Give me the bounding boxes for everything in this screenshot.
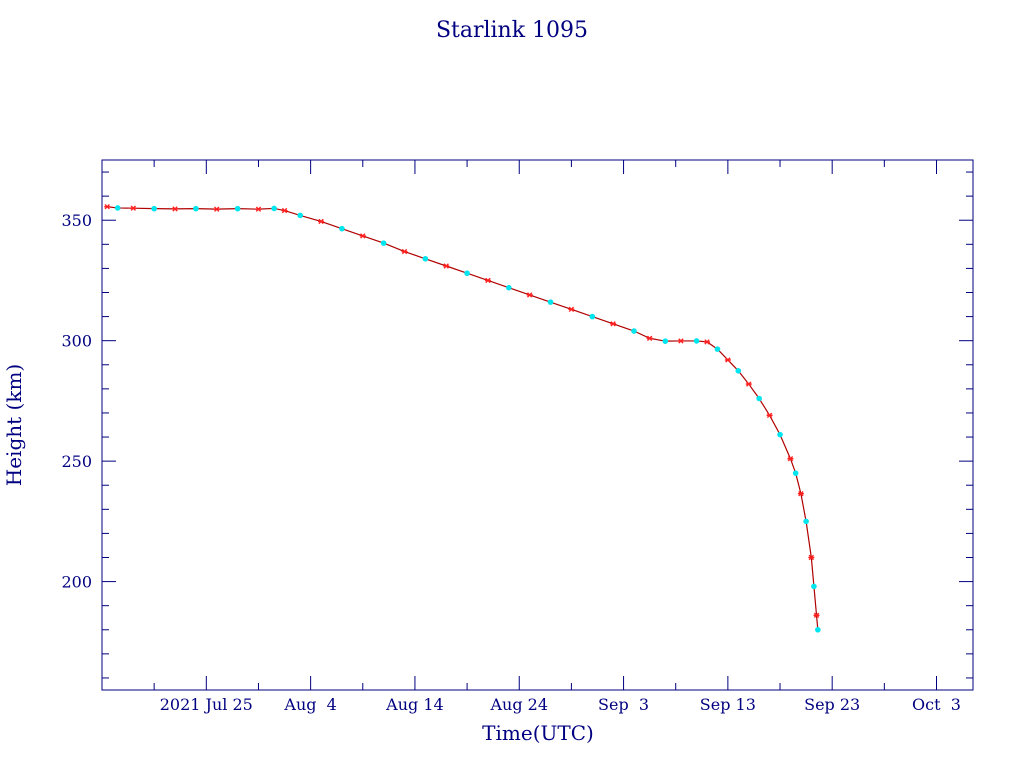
chart-title: Starlink 1095 bbox=[436, 18, 588, 43]
data-point-red bbox=[813, 612, 820, 619]
data-point-red bbox=[359, 233, 366, 239]
x-tick-label: Sep 13 bbox=[700, 695, 756, 714]
data-point-cyan bbox=[662, 338, 669, 344]
x-axis-label: Time(UTC) bbox=[482, 721, 594, 745]
y-tick-label: 350 bbox=[61, 211, 92, 230]
data-point-red bbox=[745, 381, 752, 387]
y-tick-label: 200 bbox=[61, 573, 92, 592]
series-markers bbox=[104, 204, 821, 633]
y-tick-label: 300 bbox=[61, 332, 92, 351]
data-point-red bbox=[646, 335, 653, 341]
data-point-cyan bbox=[151, 205, 157, 212]
data-point-cyan bbox=[464, 270, 470, 277]
data-point-cyan bbox=[631, 328, 637, 334]
data-point-cyan bbox=[777, 431, 783, 438]
data-point-cyan bbox=[815, 626, 821, 633]
data-point-red bbox=[787, 456, 794, 462]
plot-frame bbox=[101, 159, 974, 691]
data-point-cyan bbox=[547, 299, 554, 305]
data-point-red bbox=[724, 357, 731, 363]
data-point-cyan bbox=[735, 367, 742, 374]
data-point-cyan bbox=[714, 346, 721, 352]
data-point-red bbox=[526, 292, 533, 298]
data-point-red bbox=[318, 218, 325, 225]
data-point-red bbox=[213, 206, 220, 212]
data-point-cyan bbox=[756, 395, 762, 402]
y-tick-label: 250 bbox=[61, 452, 92, 471]
data-point-cyan bbox=[422, 255, 429, 262]
data-point-cyan bbox=[380, 240, 387, 246]
data-point-red bbox=[255, 206, 262, 212]
x-tick-label: Aug 4 bbox=[283, 695, 336, 714]
series-line bbox=[107, 206, 819, 630]
data-point-cyan bbox=[811, 583, 817, 590]
data-point-cyan bbox=[271, 205, 277, 212]
data-point-red bbox=[797, 490, 804, 497]
data-point-red bbox=[104, 204, 111, 210]
data-point-cyan bbox=[339, 225, 345, 232]
tick-labels: 200 250 300 350 2021 Jul 25 Aug 4 Aug 14 Aug 24… bbox=[61, 211, 960, 714]
data-point-cyan bbox=[193, 205, 199, 212]
x-tick-label: Sep 3 bbox=[598, 695, 649, 714]
data-point-cyan bbox=[589, 313, 596, 320]
x-tick-label: Oct 3 bbox=[912, 695, 961, 714]
x-tick-label: Aug 14 bbox=[385, 695, 444, 714]
data-point-red bbox=[281, 207, 288, 214]
data-point-cyan bbox=[792, 470, 799, 476]
y-axis-label: Height (km) bbox=[2, 364, 26, 486]
x-tick-label: Sep 23 bbox=[804, 695, 860, 714]
x-tick-label: 2021 Jul 25 bbox=[160, 695, 253, 714]
data-point-red bbox=[130, 205, 137, 211]
x-tick-label: Aug 24 bbox=[489, 695, 548, 714]
data-point-red bbox=[677, 338, 684, 344]
data-point-red bbox=[766, 412, 773, 419]
data-point-red bbox=[172, 206, 179, 212]
data-point-red bbox=[484, 277, 491, 284]
data-point-cyan bbox=[693, 338, 700, 344]
axis-ticks bbox=[102, 160, 973, 690]
data-point-cyan bbox=[297, 212, 303, 219]
data-point-red bbox=[808, 554, 815, 561]
data-point-red bbox=[401, 248, 408, 255]
data-point-red bbox=[610, 321, 617, 327]
data-point-cyan bbox=[506, 284, 512, 291]
data-point-cyan bbox=[234, 205, 241, 212]
data-point-cyan bbox=[114, 205, 121, 211]
data-point-cyan bbox=[803, 518, 809, 525]
data-point-red bbox=[704, 339, 711, 345]
data-point-red bbox=[443, 263, 450, 269]
data-point-red bbox=[568, 306, 575, 313]
